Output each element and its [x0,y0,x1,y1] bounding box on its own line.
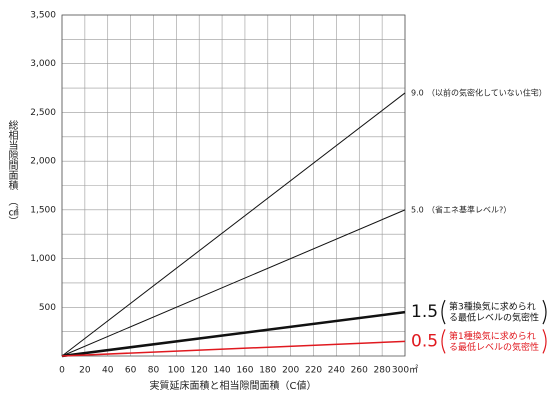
x-tick-label: 280 [374,366,391,376]
x-tick-label: 20 [79,366,91,376]
x-tick-label: 160 [236,366,253,376]
x-axis-label: 実質延床面積と相当隙間面積（C値） [150,379,317,392]
x-tick-label: 0 [59,366,65,376]
y-tick-label: 2,000 [30,157,56,167]
y-tick-label: 500 [39,303,56,313]
x-tick-label: 100 [168,366,185,376]
bracket [441,299,446,325]
y-tick-label: 3,500 [30,11,56,21]
series-line [61,209,406,357]
bracket [542,329,547,354]
series-note: 第1種換気に求められ [449,330,536,342]
series-label: 5.0 [411,205,424,214]
x-tick-label: 200 [282,366,299,376]
series-label: 1.5 [411,302,438,322]
series-note: る最低レベルの気密性 [449,312,539,324]
series-note: （以前の気密化していない住宅） [427,87,547,97]
series-note: る最低レベルの気密性 [449,341,539,353]
series-label: 0.5 [411,331,438,351]
y-axis-unit: （㎠） [6,196,18,226]
series-line [61,92,406,357]
series-note: 第3種換気に求められ [449,301,536,313]
x-tick-label: 140 [213,366,230,376]
x-tick-label: 180 [259,366,276,376]
y-tick-label: 2,500 [30,108,56,118]
x-tick-label: 80 [148,366,160,376]
plot-frame [61,14,406,357]
x-tick-label: 220 [305,366,322,376]
x-tick-label: 120 [191,366,208,376]
x-tick-label: 240 [328,366,345,376]
series-line [61,340,406,357]
x-tick-label: 60 [125,366,137,376]
bracket [441,329,446,354]
series-line [61,310,406,358]
bracket [542,299,547,325]
x-tick-label: 260 [351,366,368,376]
series-label: 9.0 [411,88,424,97]
y-tick-label: 3,000 [30,59,56,69]
y-tick-label: 1,000 [30,254,56,264]
series-note: （省エネ基準レベル?） [427,204,511,214]
x-tick-label: 300㎡ [392,365,418,376]
x-tick-label: 40 [102,366,114,376]
y-axis-label: 総相当隙間面積 [6,119,18,191]
y-tick-label: 1,500 [30,205,56,215]
